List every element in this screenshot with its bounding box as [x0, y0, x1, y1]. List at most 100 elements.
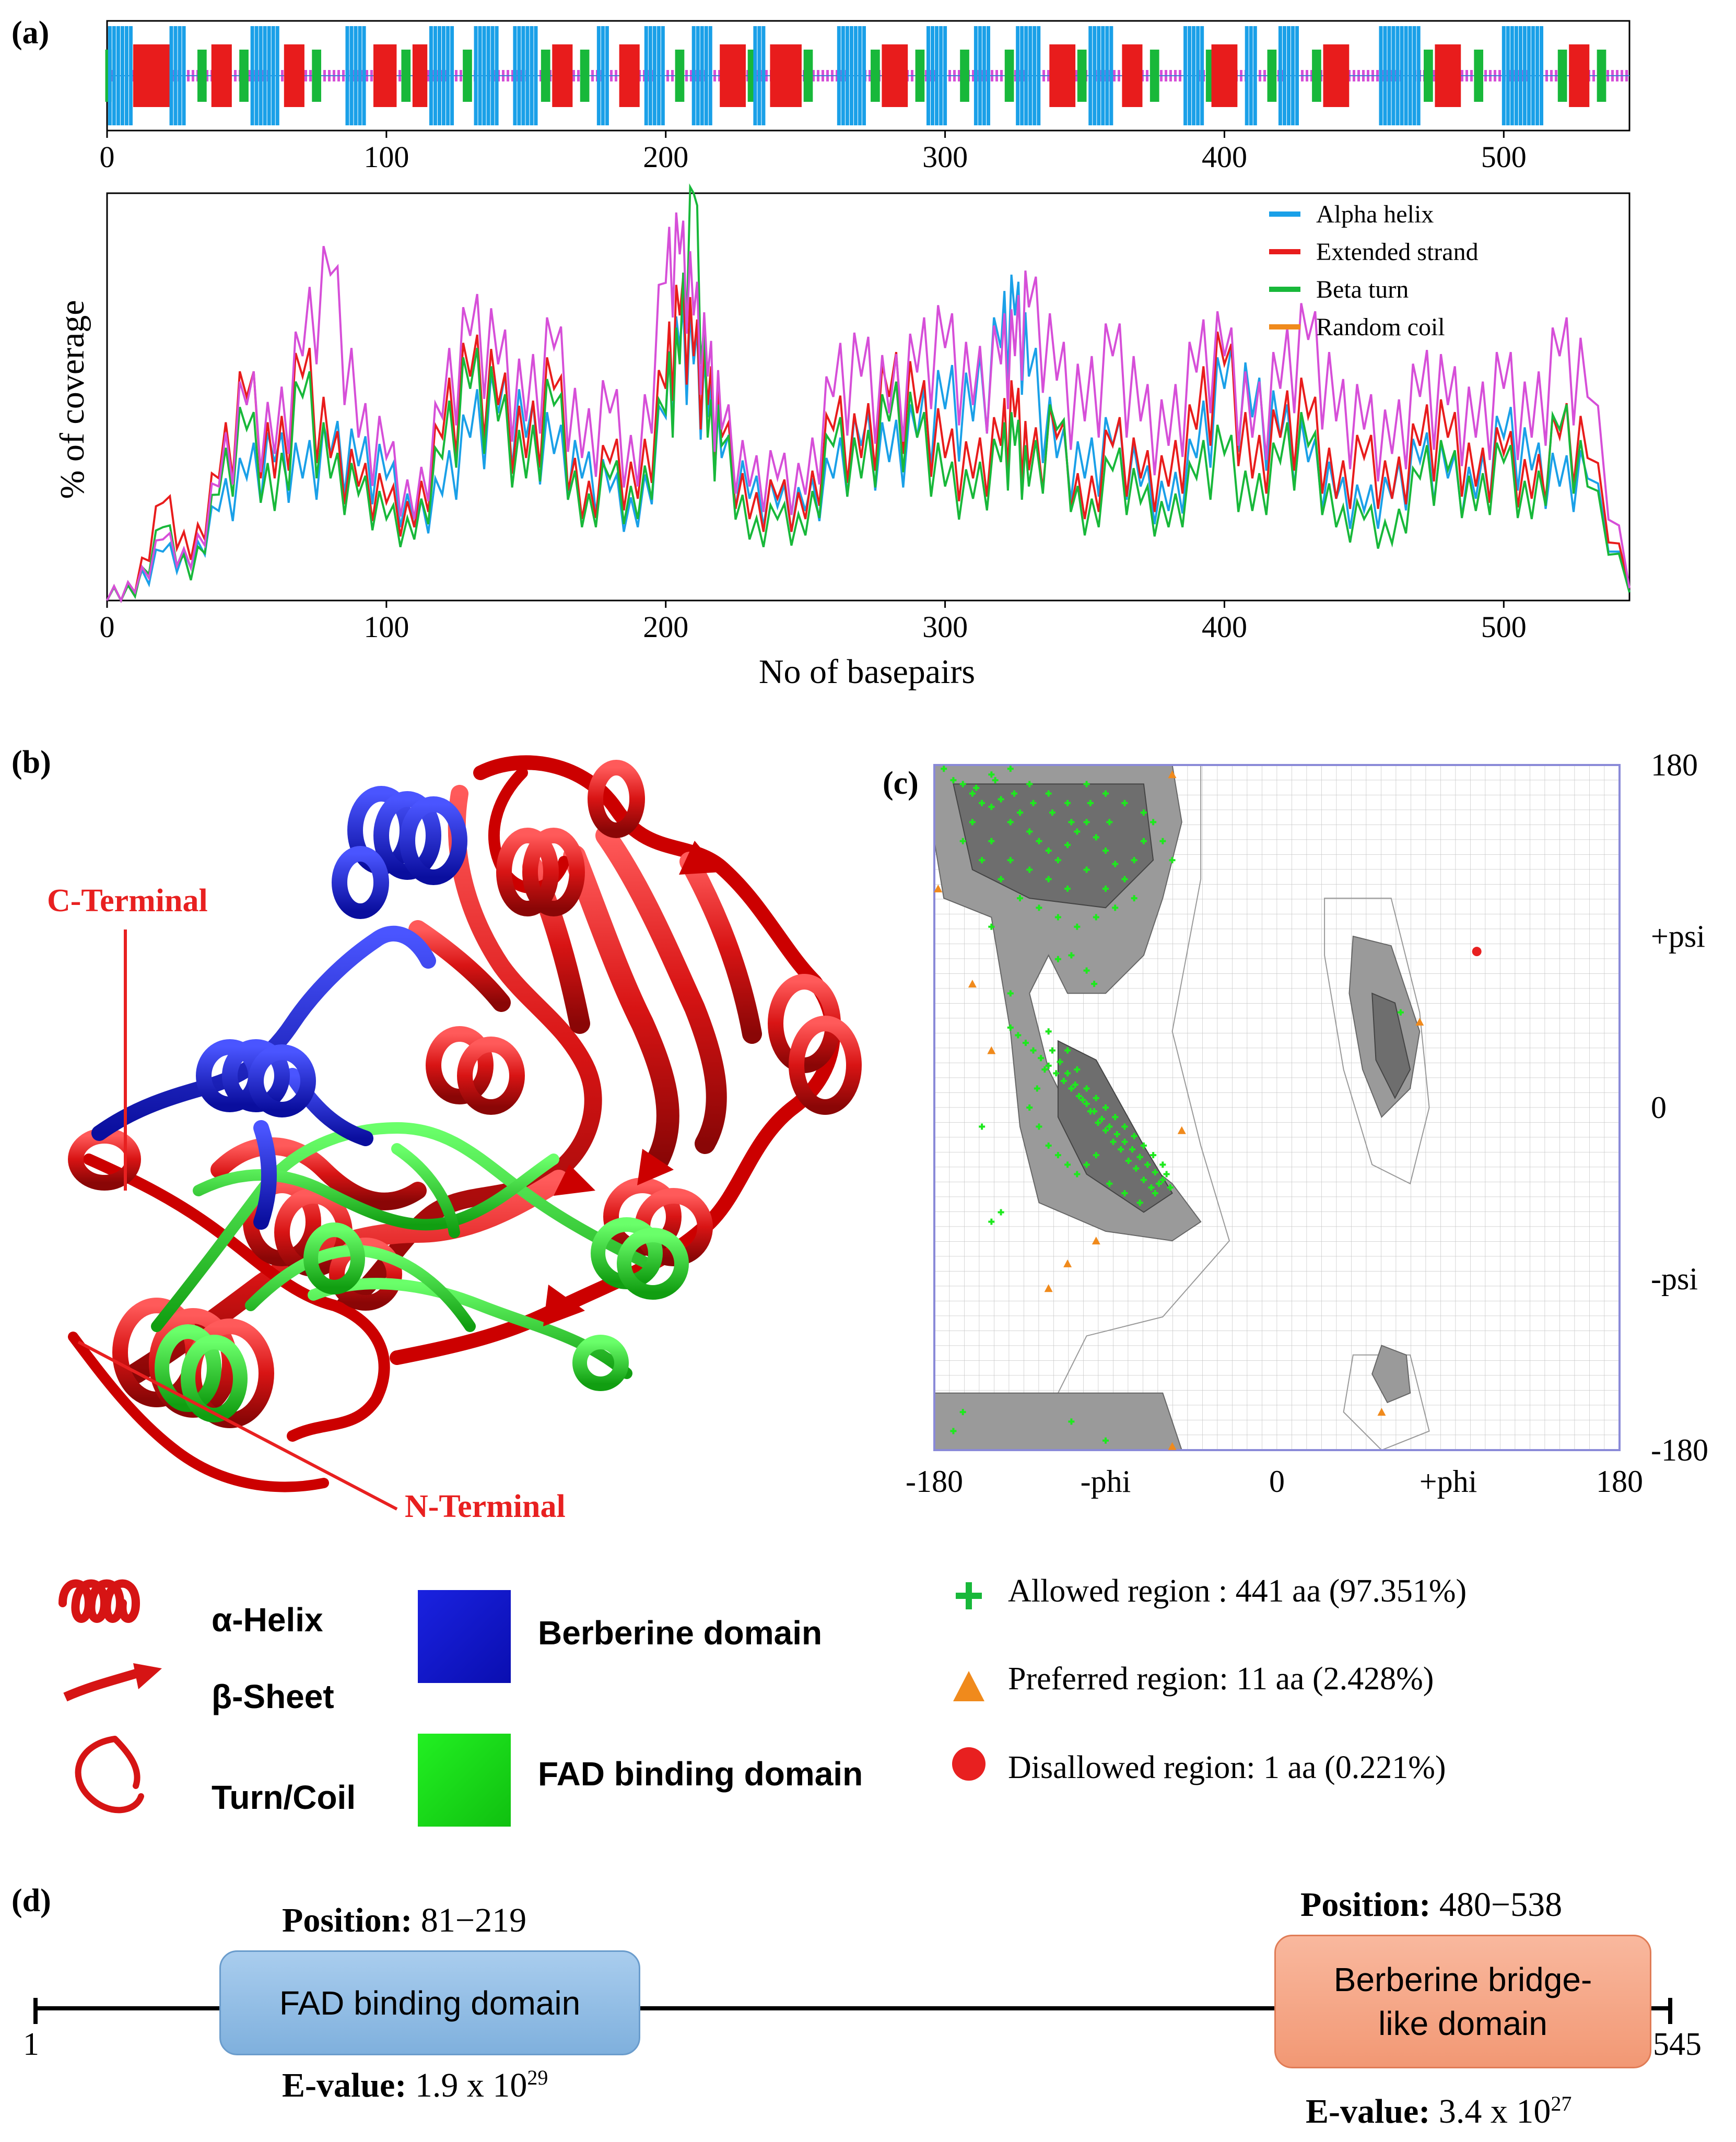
track-tick-label: 200 [643, 140, 688, 174]
legend-entry: Beta turn [1316, 276, 1409, 303]
allowed-legend-icon [956, 1582, 982, 1609]
coverage-tick-label: 200 [643, 610, 688, 644]
c-terminal-label: C-Terminal [47, 883, 208, 919]
rama-x-tick-label: +phi [1420, 1464, 1477, 1499]
ramachandran-plot: -180 -phi 0 +phi 180 180 +psi 0 -psi -180 [906, 752, 1708, 1499]
allowed-point [988, 1218, 995, 1225]
allowed-point [1064, 885, 1071, 892]
allowed-point [1133, 1165, 1140, 1172]
legend-entry: Random coil [1316, 313, 1445, 341]
allowed-point [1074, 828, 1081, 835]
core-region [1371, 992, 1411, 1099]
allowed-point [1140, 838, 1147, 844]
preferred-region-text: Preferred region: 11 aa (2.428%) [1008, 1661, 1434, 1697]
allowed-point [1098, 1115, 1105, 1122]
rama-y-tick-label: 180 [1651, 752, 1698, 782]
track-tick-label: 300 [922, 140, 968, 174]
fad-color-swatch [418, 1734, 511, 1827]
track-tick-label: 400 [1202, 140, 1247, 174]
berberine-color-swatch [418, 1590, 511, 1683]
preferred-point [1168, 1442, 1177, 1450]
allowed-point [1007, 990, 1014, 997]
preferred-point [1415, 1018, 1424, 1026]
rama-y-ticks: 180 +psi 0 -psi -180 [1651, 752, 1708, 1467]
generous-region-outline [1324, 898, 1430, 1185]
allowed-point [1112, 904, 1119, 911]
coverage-tick-label: 300 [922, 610, 968, 644]
track-tick-label: 100 [363, 140, 409, 174]
disallowed-legend-icon [952, 1747, 986, 1781]
coverage-tick-label: 500 [1481, 610, 1527, 644]
structure-legend-icons [58, 1579, 162, 1814]
allowed-point [1011, 790, 1018, 797]
allowed-point [998, 876, 1004, 882]
allowed-point [1106, 819, 1113, 826]
fad-evalue: E-value: 1.9 x 1029 [282, 2065, 548, 2105]
allowed-point [1118, 1146, 1124, 1153]
allowed-point [1083, 819, 1090, 826]
allowed-point [1150, 819, 1157, 826]
rama-x-tick-label: -phi [1081, 1464, 1131, 1499]
preferred-legend-icon [953, 1671, 984, 1701]
preferred-point [1177, 1126, 1186, 1134]
allowed-point [1112, 1114, 1119, 1121]
allowed-point [1125, 1158, 1132, 1164]
allowed-point [1131, 857, 1137, 864]
fad-domain-name: FAD binding domain [279, 1984, 581, 2022]
allowed-point [1102, 1104, 1109, 1111]
bbe-evalue-label: E-value: [1306, 2092, 1430, 2131]
allowed-point [1017, 809, 1023, 816]
rama-legend-icons [952, 1582, 986, 1781]
bbe-domain-name-line2: like domain [1378, 2005, 1547, 2042]
allowed-point [1007, 857, 1014, 864]
allowed-point [1064, 1047, 1071, 1054]
fad-evalue-label: E-value: [282, 2066, 407, 2104]
allowed-point [1054, 857, 1061, 864]
allowed-point [1106, 1123, 1113, 1130]
sheet-legend-icon [63, 1663, 162, 1702]
allowed-point [1167, 1184, 1174, 1191]
allowed-point [1036, 838, 1042, 844]
allowed-point [1015, 1032, 1022, 1039]
coverage-x-ticks: 0 100 200 300 400 500 [100, 601, 1527, 644]
rama-x-tick-label: 0 [1269, 1464, 1285, 1499]
allowed-point [1121, 1190, 1128, 1196]
allowed-point [973, 784, 980, 791]
allowed-point [1057, 1058, 1063, 1065]
bbe-position: Position: 480−538 [1300, 1885, 1562, 1925]
allowed-point [1080, 1097, 1086, 1103]
coverage-legend: Alpha helix Extended strand Beta turn Rando… [1269, 201, 1479, 341]
fad-domain-box: FAD binding domain [219, 1950, 640, 2055]
track-marks [105, 26, 1629, 125]
allowed-point [1397, 1009, 1404, 1016]
protein-structure-image [68, 755, 862, 1511]
allowed-point [1041, 1066, 1048, 1073]
allowed-point [1045, 1142, 1052, 1149]
allowed-point [1064, 1161, 1071, 1168]
allowed-point [1074, 1066, 1081, 1073]
allowed-point [1087, 799, 1094, 806]
allowed-point [1152, 1169, 1158, 1175]
allowed-point [1083, 781, 1090, 787]
allowed-point [1068, 1085, 1075, 1092]
allowed-point [950, 777, 957, 784]
allowed-point [1026, 828, 1033, 835]
allowed-point [1017, 895, 1023, 902]
allowed-point [988, 804, 995, 810]
allowed-point [1106, 1180, 1113, 1187]
allowed-point [1121, 1123, 1128, 1130]
rama-frame [933, 764, 1621, 1451]
allowed-region [934, 1392, 1183, 1451]
panel-label-a: (a) [11, 15, 50, 51]
allowed-point [969, 819, 976, 826]
y-axis-label: % of coverage [53, 300, 91, 499]
allowed-point [988, 923, 995, 930]
allowed-point [1074, 923, 1081, 930]
track-x-ticks: 0 100 200 300 400 500 [100, 131, 1527, 174]
allowed-point [1091, 1108, 1098, 1115]
allowed-point [1038, 1055, 1045, 1062]
allowed-point [941, 766, 947, 772]
rama-x-ticks: -180 -phi 0 +phi 180 [906, 1464, 1643, 1499]
sequence-start-label: 1 [23, 2027, 39, 2062]
allowed-point [1113, 1131, 1120, 1138]
